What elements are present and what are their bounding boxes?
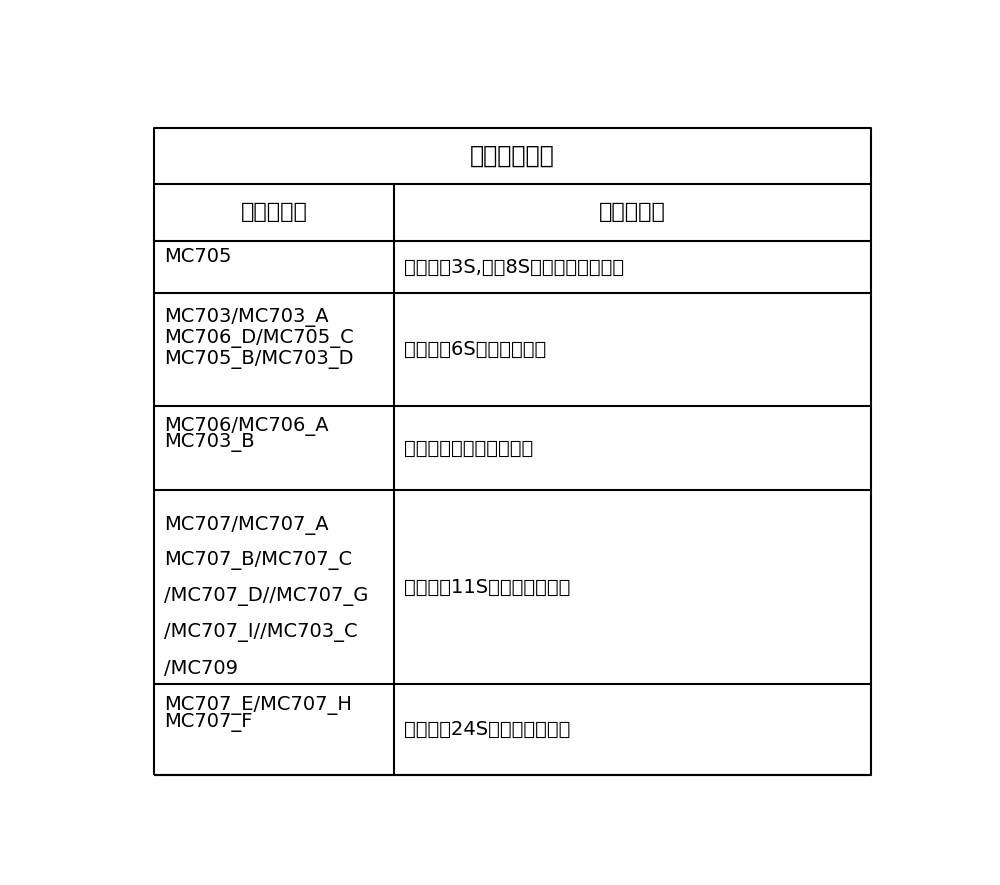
Text: 显示检测说明: 显示检测说明 [470, 144, 555, 168]
Text: MC705: MC705 [164, 248, 231, 266]
Text: 驱动板型号: 驱动板型号 [241, 203, 308, 222]
Text: MC707_E/MC707_H: MC707_E/MC707_H [164, 696, 352, 715]
Text: 交替闪烁11S后，全部熄灭。: 交替闪烁11S后，全部熄灭。 [404, 578, 570, 596]
Text: MC706_D/MC705_C: MC706_D/MC705_C [164, 329, 354, 348]
Text: MC706/MC706_A: MC706/MC706_A [164, 417, 328, 436]
Text: 交替闪烁后，全部熄灭。: 交替闪烁后，全部熄灭。 [404, 439, 533, 458]
Text: MC703_B: MC703_B [164, 433, 254, 451]
Text: 交替闪烁6S，全部熄灭。: 交替闪烁6S，全部熄灭。 [404, 340, 546, 359]
Text: 交替闪烁3S,熄灭8S，再闪烁后熄灭。: 交替闪烁3S,熄灭8S，再闪烁后熄灭。 [404, 258, 624, 276]
Text: 交替闪烁24S后，全部熄灭。: 交替闪烁24S后，全部熄灭。 [404, 720, 570, 739]
Text: /MC707_I//MC703_C: /MC707_I//MC703_C [164, 623, 357, 642]
Text: MC705_B/MC703_D: MC705_B/MC703_D [164, 350, 353, 369]
Text: /MC707_D//MC707_G: /MC707_D//MC707_G [164, 587, 368, 606]
Text: /MC709: /MC709 [164, 658, 238, 678]
Text: MC707_B/MC707_C: MC707_B/MC707_C [164, 551, 352, 570]
Text: MC707_F: MC707_F [164, 712, 252, 732]
Text: 指示灯状态: 指示灯状态 [599, 203, 666, 222]
Text: MC703/MC703_A: MC703/MC703_A [164, 308, 328, 327]
Text: MC707/MC707_A: MC707/MC707_A [164, 516, 328, 535]
